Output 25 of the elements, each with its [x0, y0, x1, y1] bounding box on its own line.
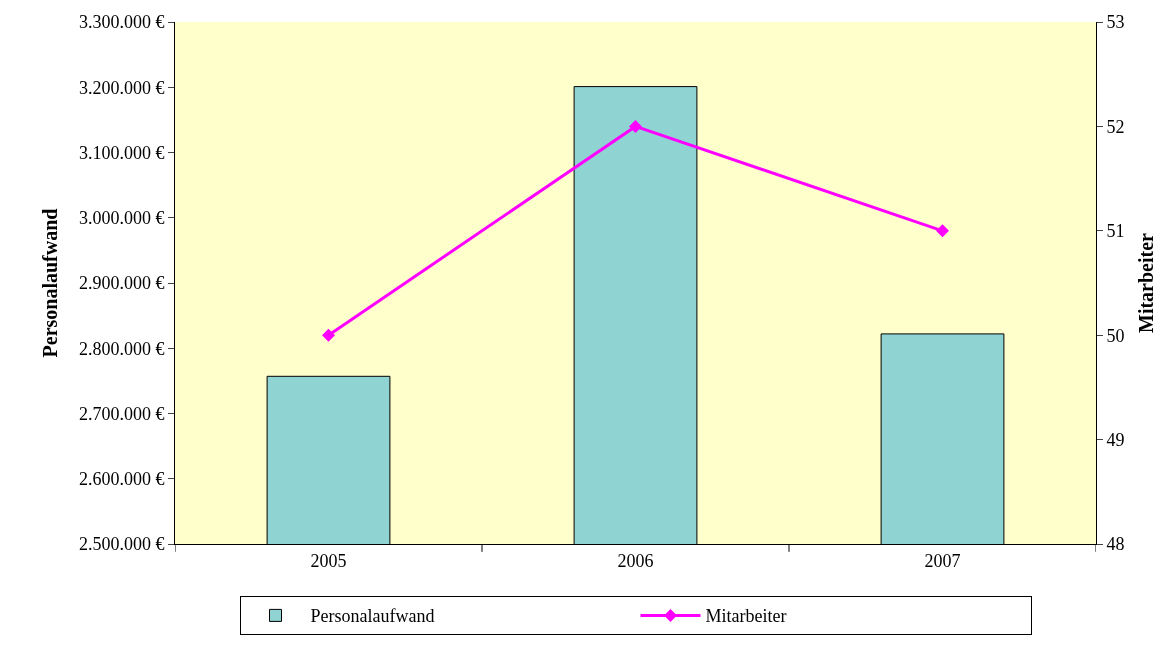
legend-label: Personalaufwand	[310, 606, 435, 627]
x-tick-label: 2006	[617, 550, 654, 571]
y2-tick-label: 53	[1106, 12, 1125, 33]
y-tick-label: 2.600.000 €	[78, 469, 165, 490]
y2-tick-label: 52	[1106, 116, 1125, 137]
y-axis-title: Personalaufwand	[39, 208, 62, 358]
y2-tick-label: 51	[1106, 221, 1125, 242]
y-tick-label: 2.700.000 €	[78, 403, 165, 424]
y-tick-label: 3.100.000 €	[78, 142, 165, 163]
y-tick-label: 2.900.000 €	[78, 273, 165, 294]
legend-label: Mitarbeiter	[705, 606, 787, 627]
y-tick-label: 2.800.000 €	[78, 338, 165, 359]
y-tick-label: 3.000.000 €	[78, 208, 165, 229]
point	[629, 119, 642, 133]
x-tick-label: 2007	[924, 550, 961, 571]
y2-tick-label: 48	[1106, 534, 1125, 555]
y2-tick-label: 49	[1106, 429, 1125, 450]
x-tick-label: 2005	[310, 550, 347, 571]
y-tick-label: 3.300.000 €	[78, 12, 165, 33]
point	[936, 224, 949, 238]
y-tick-label: 2.500.000 €	[78, 534, 165, 555]
y2-axis-title: Mitarbeiter	[1135, 232, 1158, 333]
y-tick-label: 3.200.000 €	[78, 77, 165, 98]
y2-tick-label: 50	[1106, 325, 1125, 346]
point	[322, 328, 335, 342]
